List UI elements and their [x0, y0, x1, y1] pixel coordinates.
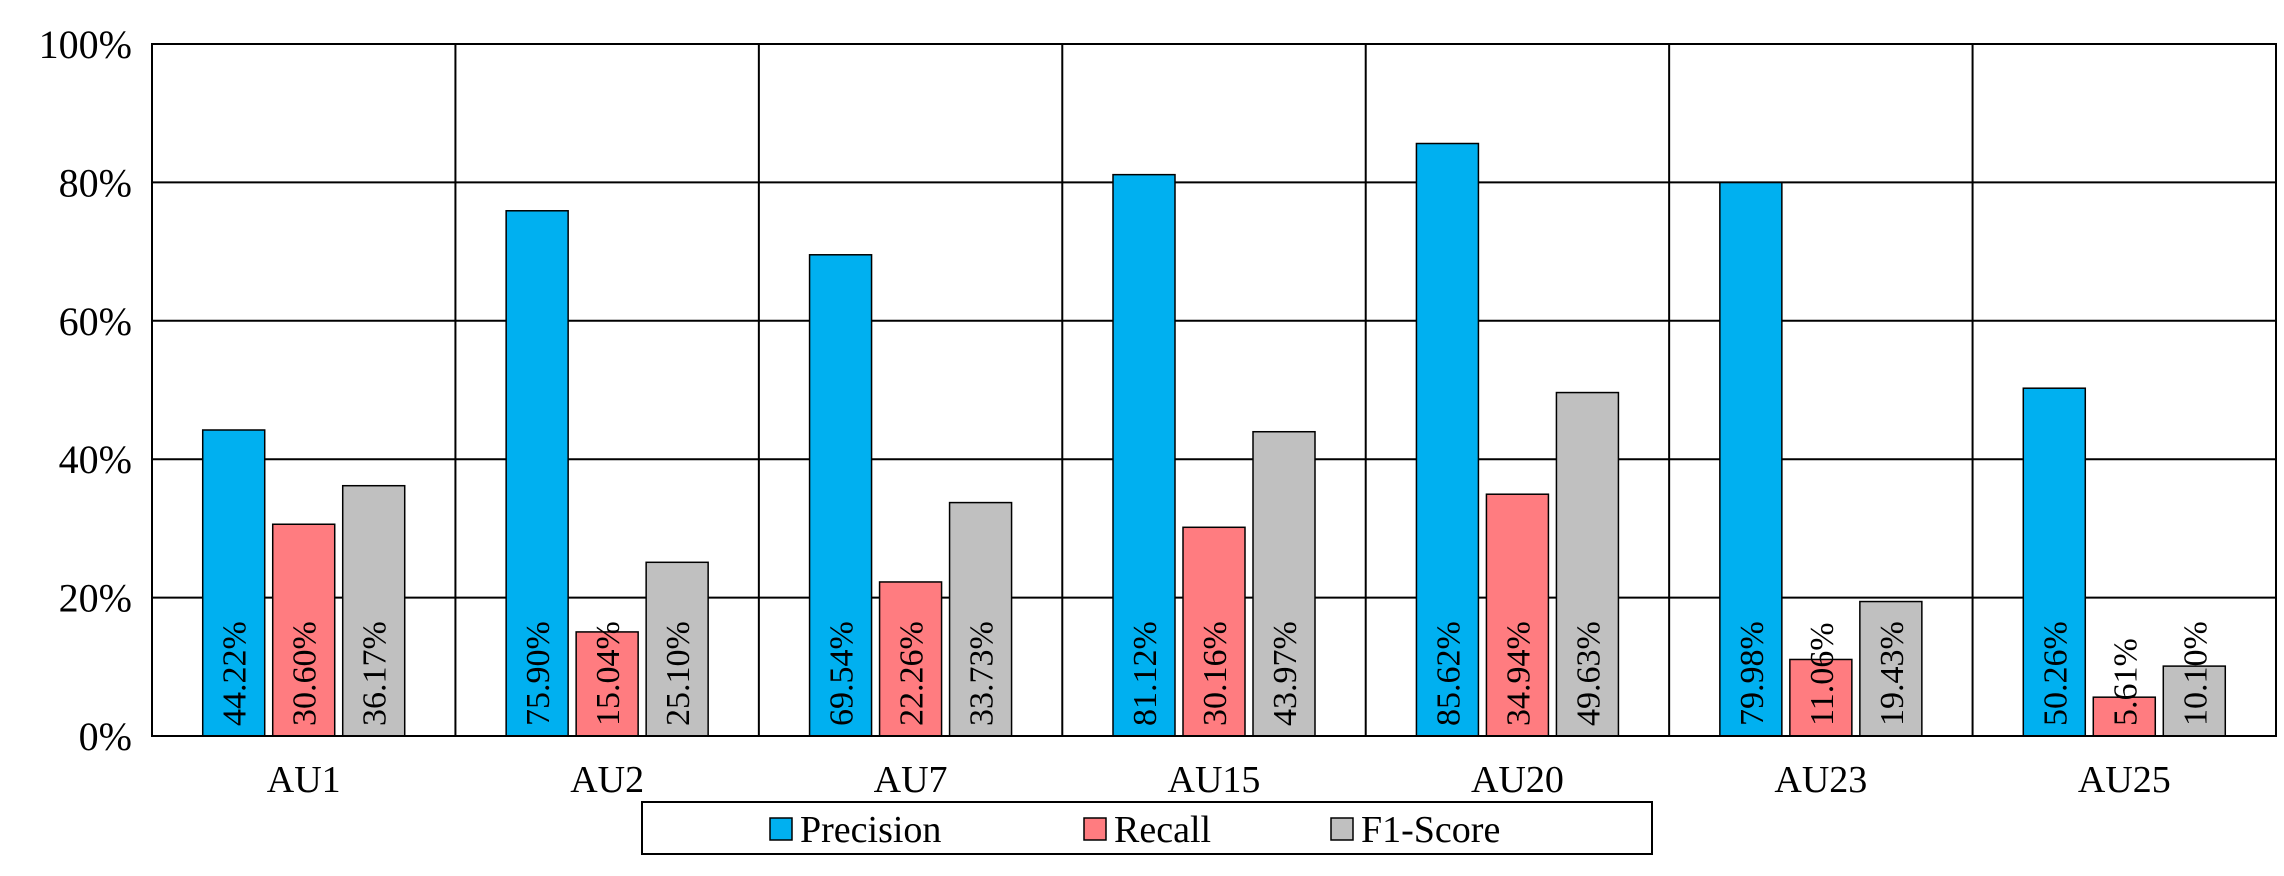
axes: 0% 20% 40% 60% 80% 100% AU1 AU2 AU7 AU15 AU20 AU23 A…	[39, 22, 2277, 801]
legend-swatch-f1-score	[1330, 817, 1354, 841]
bar-data-label: 44.22%	[217, 621, 254, 726]
legend-box	[641, 801, 1653, 855]
y-tick-label: 100%	[39, 22, 132, 67]
bar-data-label: 19.43%	[1874, 621, 1911, 726]
bar-data-label: 10.10%	[2177, 621, 2214, 726]
y-tick-label: 80%	[59, 160, 132, 205]
bar-data-label: 25.10%	[660, 621, 697, 726]
legend-swatch-recall	[1083, 817, 1107, 841]
x-category-label: AU2	[570, 759, 644, 801]
x-category-label: AU7	[874, 759, 948, 801]
bar-f1-score-au7	[948, 501, 1013, 737]
bar-precision-au7	[808, 254, 873, 737]
bar-data-label: 69.54%	[824, 621, 861, 726]
bar-precision-au23	[1719, 181, 1783, 737]
y-tick-label: 60%	[59, 299, 132, 344]
x-category-label: AU15	[1168, 759, 1261, 801]
bar-precision-au15	[1112, 173, 1176, 737]
bar-precision-au1	[201, 429, 266, 737]
bar-data-label: 5.61%	[2107, 638, 2144, 726]
bar-data-label: 30.16%	[1197, 621, 1234, 726]
legend: Precision Recall F1-Score	[641, 801, 1653, 855]
bar-data-label: 33.73%	[964, 621, 1001, 726]
bar-data-label: 15.04%	[590, 621, 627, 726]
bar-f1-score-au15	[1252, 430, 1316, 737]
y-tick-label: 20%	[59, 576, 132, 621]
bar-precision-au25	[2022, 387, 2087, 737]
bar-data-label: 49.63%	[1570, 621, 1607, 726]
legend-label-recall: Recall	[1114, 809, 1211, 851]
bar-recall-au1	[271, 523, 336, 737]
bar-recall-au7	[878, 581, 943, 737]
bar-recall-au25	[2092, 696, 2157, 737]
x-category-label: AU20	[1471, 759, 1564, 801]
bar-recall-au23	[1789, 658, 1853, 737]
bar-data-label: 22.26%	[894, 621, 931, 726]
legend-swatch-precision	[769, 817, 793, 841]
bar-data-label: 34.94%	[1500, 621, 1537, 726]
bar-f1-score-au1	[341, 484, 406, 737]
x-category-label: AU25	[2078, 759, 2171, 801]
legend-label-precision: Precision	[800, 809, 941, 851]
y-tick-label: 40%	[59, 437, 132, 482]
bar-data-label: 50.26%	[2037, 621, 2074, 726]
bar-data-label: 81.12%	[1127, 621, 1164, 726]
x-category-label: AU1	[267, 759, 341, 801]
x-category-label: AU23	[1774, 759, 1867, 801]
y-tick-label: 0%	[79, 714, 132, 759]
bar-data-label: 85.62%	[1430, 621, 1467, 726]
bar-data-label: 75.90%	[520, 621, 557, 726]
bar-data-label: 79.98%	[1734, 621, 1771, 726]
bar-data-label: 43.97%	[1267, 621, 1304, 726]
bar-data-label: 11.06%	[1804, 622, 1841, 726]
plot-frame	[151, 43, 2277, 737]
bar-data-label: 30.60%	[287, 621, 324, 726]
bar-precision-au2	[505, 210, 569, 737]
legend-label-f1-score: F1-Score	[1361, 809, 1500, 851]
bar-data-label: 36.17%	[357, 621, 394, 726]
bar-recall-au15	[1182, 526, 1246, 737]
bars: 44.22% 30.60% 36.17% 75.90% 15.04% 25.10% 69.5…	[201, 142, 2227, 737]
bar-f1-score-au23	[1859, 600, 1923, 737]
